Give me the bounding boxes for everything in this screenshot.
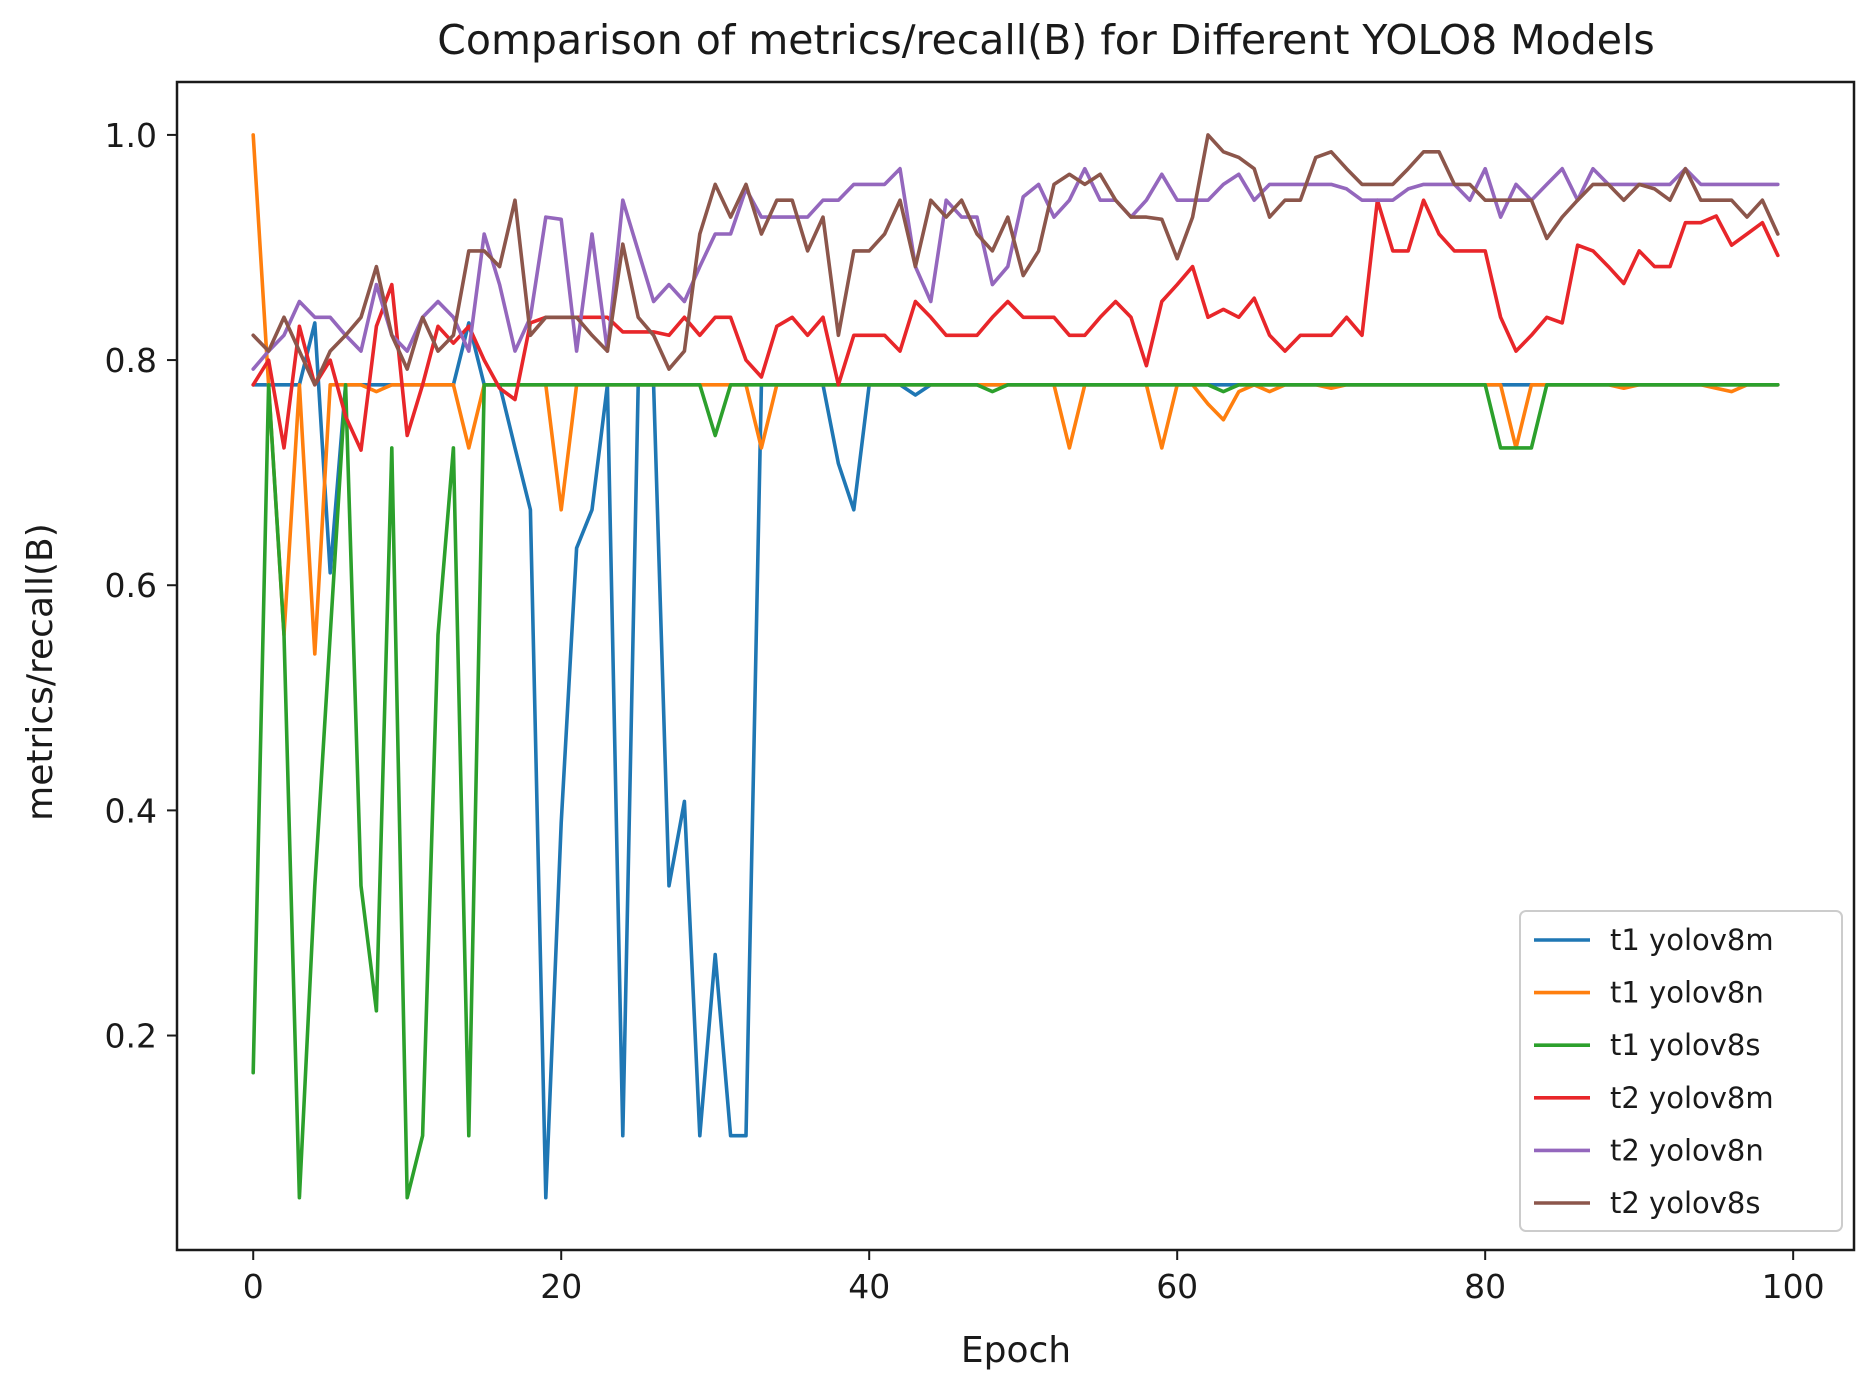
chart-title: Comparison of metrics/recall(B) for Diff…	[437, 16, 1654, 64]
series-line-3	[251, 382, 1780, 1200]
series-line-6	[251, 133, 1780, 387]
series-line-4	[251, 198, 1780, 452]
x-tick-label: 100	[1762, 1267, 1825, 1306]
y-tick-label: 0.6	[105, 566, 157, 605]
legend-label: t2 yolov8m	[1610, 1081, 1774, 1115]
legend-label: t2 yolov8s	[1610, 1186, 1760, 1220]
y-axis-label: metrics/recall(B)	[20, 523, 61, 821]
legend-label: t1 yolov8n	[1610, 976, 1764, 1010]
y-tick-label: 1.0	[105, 116, 157, 155]
x-tick-label: 60	[1156, 1267, 1198, 1306]
x-axis-label: Epoch	[961, 1330, 1071, 1371]
series-line-5	[251, 166, 1780, 371]
legend-label: t1 yolov8s	[1610, 1028, 1760, 1062]
legend-label: t2 yolov8n	[1610, 1133, 1764, 1167]
x-axis-ticks: 0 20 40 60 80 100	[243, 1250, 1825, 1306]
y-tick-label: 0.4	[105, 791, 157, 830]
x-tick-label: 40	[848, 1267, 890, 1306]
y-tick-label: 0.8	[105, 341, 157, 380]
plot-lines	[251, 133, 1780, 1200]
plot-frame	[175, 80, 1856, 1252]
legend-box	[1519, 910, 1843, 1232]
y-axis-ticks: 0.2 0.4 0.6 0.8 1.0	[105, 116, 177, 1056]
x-tick-label: 0	[243, 1267, 264, 1306]
legend: t1 yolov8m t1 yolov8n t1 yolov8s t2 yolov8m…	[1519, 910, 1843, 1232]
x-tick-label: 20	[540, 1267, 582, 1306]
legend-label: t1 yolov8m	[1610, 923, 1774, 957]
x-tick-label: 80	[1464, 1267, 1506, 1306]
y-tick-label: 0.2	[105, 1017, 157, 1056]
